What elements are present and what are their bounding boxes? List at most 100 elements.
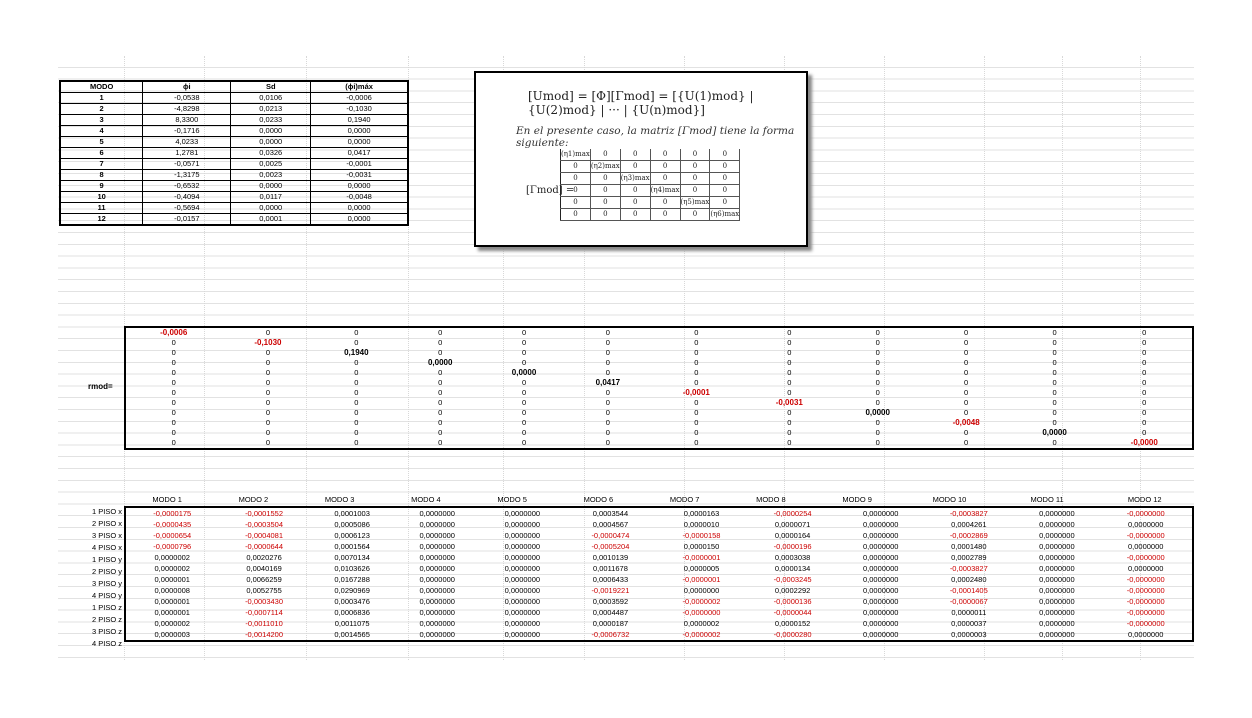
umod-cell[interactable]: -0,0000000 <box>1126 509 1165 518</box>
rmod-diagonal-cell[interactable]: -0,1030 <box>254 338 282 347</box>
rmod-cell[interactable]: 0 <box>605 358 610 367</box>
umod-column-header[interactable]: MODO 2 <box>238 494 269 504</box>
umod-cell[interactable]: -0,0019221 <box>591 586 630 595</box>
umod-cell[interactable]: -0,0000796 <box>153 542 192 551</box>
rmod-diagonal-cell[interactable]: 0,0000 <box>511 368 537 377</box>
umod-column-header[interactable]: MODO 9 <box>842 494 872 504</box>
rmod-cell[interactable]: 0 <box>1052 398 1057 407</box>
rmod-cell[interactable]: 0 <box>694 348 699 357</box>
rmod-cell[interactable]: 0 <box>605 438 610 447</box>
table-cell[interactable]: 10 <box>59 191 144 203</box>
umod-cell[interactable]: 0,0000000 <box>504 608 541 617</box>
table-cell[interactable]: 0,1940 <box>310 114 409 126</box>
umod-cell[interactable]: 0,0052755 <box>246 586 282 595</box>
umod-cell[interactable]: 0,0000000 <box>1039 630 1075 639</box>
umod-cell[interactable]: 0,0070134 <box>334 553 370 562</box>
umod-cell[interactable]: 0,0103626 <box>334 564 370 573</box>
rmod-cell[interactable]: 0 <box>1052 358 1057 367</box>
umod-cell[interactable]: 0,0000000 <box>419 564 455 573</box>
rmod-cell[interactable]: 0 <box>265 388 270 397</box>
rmod-cell[interactable]: 0 <box>354 408 359 417</box>
umod-cell[interactable]: 0,0005086 <box>334 520 370 529</box>
umod-column-header[interactable]: MODO 4 <box>411 494 441 504</box>
umod-cell[interactable]: 0,0000000 <box>862 509 899 518</box>
rmod-cell[interactable]: 0 <box>787 428 792 437</box>
table-cell[interactable]: -0,1030 <box>310 103 409 115</box>
umod-cell[interactable]: -0,0003504 <box>245 520 284 529</box>
umod-cell[interactable]: 0,0000000 <box>504 509 541 518</box>
table-cell[interactable]: 0,0000 <box>310 125 409 137</box>
umod-cell[interactable]: 0,0000002 <box>683 619 720 628</box>
umod-cell[interactable]: 0,0000000 <box>504 597 541 606</box>
umod-column-header[interactable]: MODO 1 <box>152 494 182 504</box>
rmod-cell[interactable]: 0 <box>1142 408 1147 417</box>
rmod-cell[interactable]: 0 <box>521 348 527 357</box>
rmod-cell[interactable]: 0 <box>171 428 176 437</box>
umod-cell[interactable]: -0,0000158 <box>682 531 721 540</box>
umod-cell[interactable]: 0,0000008 <box>154 586 190 595</box>
rmod-cell[interactable]: 0 <box>521 418 527 427</box>
rmod-cell[interactable]: 0 <box>875 328 880 337</box>
rmod-cell[interactable]: 0 <box>1142 338 1147 347</box>
umod-cell[interactable]: 0,0002789 <box>951 553 987 562</box>
umod-cell[interactable]: 0,0000000 <box>419 619 455 628</box>
rmod-cell[interactable]: 0 <box>1142 378 1147 387</box>
rmod-cell[interactable]: 0 <box>787 378 792 387</box>
umod-cell[interactable]: 0,0004567 <box>592 520 629 529</box>
table-cell[interactable]: 12 <box>59 213 144 226</box>
umod-cell[interactable]: 0,0000164 <box>774 531 811 540</box>
rmod-diagonal-cell[interactable]: 0,0417 <box>595 378 621 387</box>
rmod-cell[interactable]: 0 <box>438 398 443 407</box>
rmod-cell[interactable]: 0 <box>265 358 270 367</box>
table-cell[interactable]: -1,3175 <box>142 169 232 181</box>
umod-column-header[interactable]: MODO 10 <box>932 494 967 504</box>
umod-cell[interactable]: -0,0000644 <box>245 542 284 551</box>
umod-cell[interactable]: 0,0000000 <box>1039 564 1075 573</box>
umod-cell[interactable]: 0,0000000 <box>862 608 899 617</box>
table-cell[interactable]: 0,0000 <box>230 180 312 192</box>
rmod-cell[interactable]: 0 <box>605 368 610 377</box>
umod-cell[interactable]: -0,0000000 <box>1126 586 1165 595</box>
rmod-cell[interactable]: 0 <box>964 428 969 437</box>
rmod-cell[interactable]: 0 <box>875 418 880 427</box>
rmod-cell[interactable]: 0 <box>354 368 359 377</box>
header-cell[interactable]: MODO <box>59 80 144 93</box>
rmod-cell[interactable]: 0 <box>964 438 969 447</box>
rmod-cell[interactable]: 0 <box>354 418 359 427</box>
umod-cell[interactable]: 0,0000000 <box>419 531 455 540</box>
umod-cell[interactable]: 0,0000002 <box>154 619 190 628</box>
umod-column-header[interactable]: MODO 3 <box>324 494 355 504</box>
rmod-cell[interactable]: 0 <box>694 378 699 387</box>
rmod-cell[interactable]: 0 <box>438 388 443 397</box>
rmod-cell[interactable]: 0 <box>521 428 527 437</box>
rmod-cell[interactable]: 0 <box>694 428 699 437</box>
rmod-cell[interactable]: 0 <box>438 428 443 437</box>
umod-cell[interactable]: 0,0000000 <box>1039 542 1075 551</box>
table-cell[interactable]: 0,0213 <box>230 103 312 115</box>
umod-cell[interactable]: -0,0000000 <box>682 608 721 617</box>
table-cell[interactable]: 4 <box>59 125 144 137</box>
umod-cell[interactable]: -0,0004081 <box>245 531 284 540</box>
rmod-cell[interactable]: 0 <box>265 348 270 357</box>
rmod-cell[interactable]: 0 <box>964 398 969 407</box>
rmod-cell[interactable]: 0 <box>1142 428 1147 437</box>
rmod-cell[interactable]: 0 <box>521 328 527 337</box>
table-cell[interactable]: 1,2781 <box>142 147 232 159</box>
umod-cell[interactable]: -0,0000000 <box>1126 597 1165 606</box>
rmod-diagonal-cell[interactable]: -0,0000 <box>1130 438 1158 447</box>
rmod-cell[interactable]: 0 <box>438 438 443 447</box>
table-cell[interactable]: -4,8298 <box>142 103 232 115</box>
rmod-cell[interactable]: 0 <box>787 348 792 357</box>
umod-cell[interactable]: 0,0011678 <box>592 564 628 573</box>
umod-cell[interactable]: 0,0000150 <box>683 542 720 551</box>
umod-cell[interactable]: -0,0000002 <box>682 597 721 606</box>
rmod-cell[interactable]: 0 <box>1052 408 1057 417</box>
umod-cell[interactable]: 0,0003592 <box>592 597 629 606</box>
header-cell[interactable]: ϕi <box>142 80 232 93</box>
umod-cell[interactable]: 0,0000000 <box>419 509 455 518</box>
rmod-cell[interactable]: 0 <box>1052 418 1057 427</box>
umod-cell[interactable]: 0,0000187 <box>592 619 629 628</box>
table-cell[interactable]: 0,0000 <box>230 125 312 137</box>
umod-cell[interactable]: 0,0001564 <box>334 542 370 551</box>
umod-cell[interactable]: -0,0000175 <box>153 509 192 518</box>
